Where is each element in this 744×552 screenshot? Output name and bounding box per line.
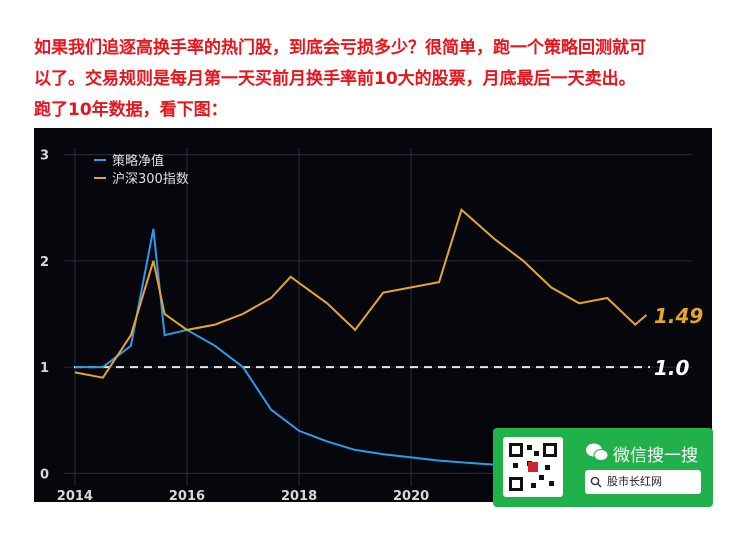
y-tick-label: 1 [40, 361, 49, 376]
y-tick-label: 0 [40, 467, 49, 482]
series-line [74, 208, 648, 379]
annotation: 1.0 [654, 356, 690, 380]
search-box[interactable]: 股市长红网 [585, 470, 701, 494]
search-icon [590, 476, 602, 488]
x-tick-label: 2016 [169, 489, 205, 502]
y-tick-label: 3 [40, 149, 49, 164]
qr-pattern [509, 443, 557, 491]
legend-label: 策略净值 [112, 153, 164, 169]
text-line: 以了。交易规则是每月第一天买前月换手率前10大的股票，月底最后一天卖出。 [34, 69, 636, 89]
wechat-icon [586, 443, 609, 461]
legend-label: 沪深300指数 [112, 171, 189, 187]
text-line: 跑了10年数据，看下图： [34, 100, 228, 120]
wechat-widget[interactable]: 微信搜一搜 股市长红网 [493, 428, 713, 507]
x-tick-label: 2020 [393, 489, 429, 502]
series-line [74, 228, 496, 466]
qr-code [503, 437, 563, 497]
text-line: 如果我们追逐高换手率的热门股，到底会亏损多少？很简单，跑一个策略回测就可 [34, 38, 646, 58]
x-tick-label: 2018 [281, 489, 317, 502]
x-tick-label: 2014 [57, 489, 93, 502]
widget-title: 微信搜一搜 [613, 446, 698, 466]
y-tick-label: 2 [40, 255, 49, 270]
annotation: 1.49 [654, 304, 703, 328]
